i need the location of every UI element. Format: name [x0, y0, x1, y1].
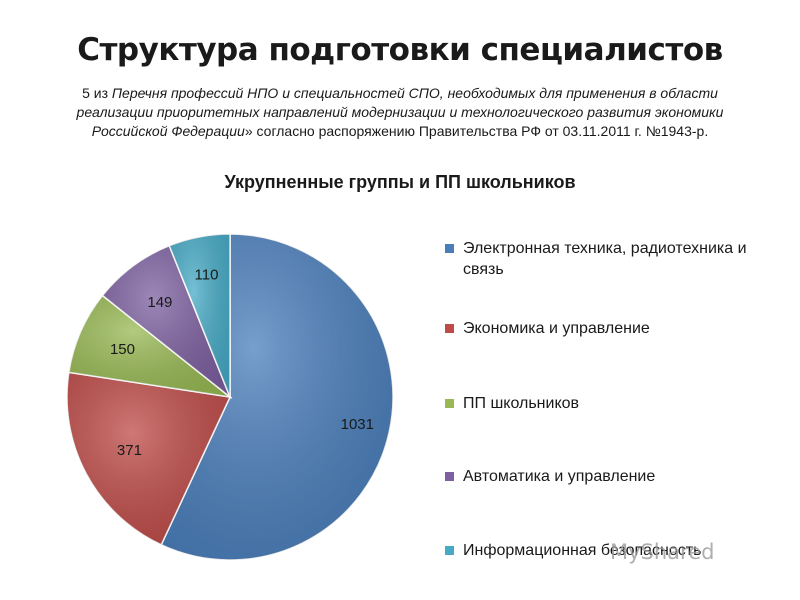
legend-label: Автоматика и управление	[463, 468, 656, 485]
legend-swatch	[445, 472, 454, 481]
legend-item-3: ПП школьников	[445, 393, 790, 414]
chart-title: Укрупненные группы и ПП школьников	[224, 172, 576, 192]
legend-item-4: Автоматика и управление	[445, 466, 790, 487]
pie-slice-shading-1	[161, 234, 393, 560]
pie-data-label-1: 1031	[341, 416, 374, 433]
legend-label: Экономика и управление	[463, 320, 650, 337]
watermark: MyShared	[610, 540, 715, 564]
legend-swatch	[445, 324, 454, 333]
pie-slice-shading-3	[68, 295, 230, 397]
pie-data-label-4: 149	[147, 294, 172, 311]
legend-label: Информационная безопасность	[463, 542, 702, 559]
legend-swatch	[445, 546, 454, 555]
legend-item-2: Экономика и управление	[445, 318, 790, 339]
legend-label: Электронная техника, радиотехника и связ…	[463, 240, 747, 278]
pie-slices	[66, 233, 394, 561]
pie-data-label-2: 371	[117, 442, 142, 459]
pie-data-label-5: 110	[195, 266, 219, 283]
pie-data-label-3: 150	[110, 341, 135, 358]
pie-data-labels: 1031 371 150 149 110	[110, 266, 374, 459]
legend-item-1: Электронная техника, радиотехника и связ…	[445, 238, 790, 280]
pie-slice-shading-4	[102, 245, 230, 397]
subtitle-prefix: 5 из	[82, 85, 112, 101]
pie-slice-shading-5	[169, 234, 230, 397]
legend-item-5: Информационная безопасность	[445, 540, 790, 561]
subtitle-italic: Перечня профессий НПО и специальностей С…	[76, 85, 724, 139]
slide-subtitle: 5 из Перечня профессий НПО и специальнос…	[62, 84, 738, 141]
pie-slice-shading-2	[66, 372, 231, 545]
legend-label: ПП школьников	[463, 395, 580, 412]
subtitle-suffix: » согласно распоряжению Правительства РФ…	[244, 123, 709, 139]
legend-swatch	[445, 399, 454, 408]
slide-title: Структура подготовки специалистов	[77, 32, 723, 68]
legend-swatch	[445, 244, 454, 253]
